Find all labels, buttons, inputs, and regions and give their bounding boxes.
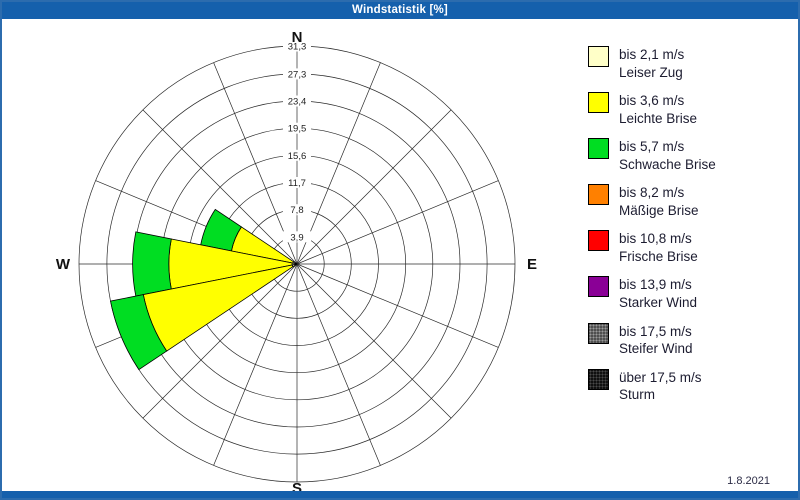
ring-label-bg <box>283 149 311 161</box>
ring-label-bg <box>283 122 311 134</box>
legend: bis 2,1 m/s Leiser Zug bis 3,6 m/s Leichte … <box>588 46 716 404</box>
legend-class-name: Sturm <box>619 387 656 403</box>
window-title: Windstatistik [%] <box>352 4 448 16</box>
wind-bar-wsw-segment <box>110 294 168 371</box>
legend-item: über 17,5 m/s Sturm <box>588 368 716 404</box>
legend-color-swatch <box>588 138 609 160</box>
ring-label-bg <box>283 177 311 188</box>
compass-label-east: E <box>527 256 537 273</box>
legend-class-name: Leiser Zug <box>619 64 683 80</box>
wind-rose-grid-and-bars: 3,9 7,8 11,7 15,6 19,5 23,4 27,3 31,3 <box>78 40 516 483</box>
legend-speed-range: bis 2,1 m/s <box>619 47 685 62</box>
legend-speed-range: bis 17,5 m/s <box>619 323 692 339</box>
wind-bar-w-segment <box>132 231 172 297</box>
legend-label: bis 13,9 m/s Starker Wind <box>619 276 697 311</box>
legend-class-name: Frische Brise <box>619 248 698 264</box>
legend-color-swatch <box>588 92 609 114</box>
ring-label: 3,9 <box>290 232 303 243</box>
ring-label: 15,6 <box>288 151 307 162</box>
grid-spoke-se <box>296 263 452 419</box>
ring-label: 11,7 <box>288 178 306 189</box>
ring-label-bg <box>283 68 311 80</box>
ring-label-bg <box>283 40 311 52</box>
compass-label-north: N <box>292 29 303 46</box>
legend-item: bis 10,8 m/s Frische Brise <box>588 230 716 265</box>
ring-label: 27,3 <box>288 69 307 80</box>
legend-color-swatch <box>588 368 609 390</box>
legend-color-swatch <box>588 230 609 252</box>
ring-label-bg <box>283 95 311 107</box>
legend-item: bis 17,5 m/s Steifer Wind <box>588 322 716 358</box>
legend-item: bis 2,1 m/s Leiser Zug <box>588 46 716 81</box>
grid-spoke-ene <box>296 180 499 265</box>
legend-label: bis 8,2 m/s Mäßige Brise <box>619 184 699 219</box>
legend-item: bis 5,7 m/s Schwache Brise <box>588 138 716 173</box>
legend-color-swatch <box>588 276 609 298</box>
legend-class-name: Schwache Brise <box>619 156 716 172</box>
legend-class-name: Mäßige Brise <box>619 202 699 218</box>
legend-item: bis 3,6 m/s Leichte Brise <box>588 92 716 127</box>
date-label: 1.8.2021 <box>727 475 770 487</box>
legend-color-swatch <box>588 322 609 344</box>
ring-label-bg <box>283 231 311 243</box>
legend-speed-range: über 17,5 m/s <box>619 369 702 385</box>
ring-label: 23,4 <box>288 97 307 108</box>
legend-speed-range: bis 5,7 m/s <box>619 139 685 155</box>
compass-label-west: W <box>56 256 71 273</box>
wind-bar-wnw-segment <box>200 208 242 252</box>
legend-class-name: Leichte Brise <box>619 110 698 126</box>
bottom-bar <box>2 491 798 498</box>
legend-label: bis 17,5 m/s Steifer Wind <box>619 323 693 358</box>
grid-spoke-nne <box>296 62 381 265</box>
legend-class-name: Steifer Wind <box>619 341 693 357</box>
legend-speed-range: bis 10,8 m/s <box>619 231 692 247</box>
ring-label: 19,5 <box>288 124 307 135</box>
grid-spoke-sse <box>296 263 381 466</box>
title-bar: Windstatistik [%] <box>2 2 798 19</box>
ring-label-bg <box>283 204 311 216</box>
ring-label: 31,3 <box>288 42 307 53</box>
ring-label: 7,8 <box>290 205 303 216</box>
legend-label: bis 2,1 m/s Leiser Zug <box>619 46 684 81</box>
legend-item: bis 8,2 m/s Mäßige Brise <box>588 184 716 219</box>
compass-label-south: S <box>292 480 302 497</box>
legend-label: bis 10,8 m/s Frische Brise <box>619 230 698 265</box>
grid-spoke-nnw <box>213 62 298 265</box>
legend-speed-range: bis 3,6 m/s <box>619 93 685 109</box>
grid-spoke-sw <box>142 263 298 419</box>
legend-color-swatch <box>588 184 609 206</box>
legend-label: über 17,5 m/s Sturm <box>619 369 702 404</box>
legend-label: bis 3,6 m/s Leichte Brise <box>619 92 697 127</box>
legend-label: bis 5,7 m/s Schwache Brise <box>619 138 716 173</box>
legend-item: bis 13,9 m/s Starker Wind <box>588 276 716 311</box>
legend-speed-range: bis 13,9 m/s <box>619 277 692 293</box>
legend-speed-range: bis 8,2 m/s <box>619 185 685 201</box>
legend-color-swatch <box>588 46 609 67</box>
grid-spoke-ssw <box>213 263 298 466</box>
grid-spoke-ese <box>296 263 499 348</box>
grid-spoke-ne <box>296 109 452 265</box>
legend-class-name: Starker Wind <box>619 295 698 311</box>
grid-spoke-nw <box>142 109 298 265</box>
